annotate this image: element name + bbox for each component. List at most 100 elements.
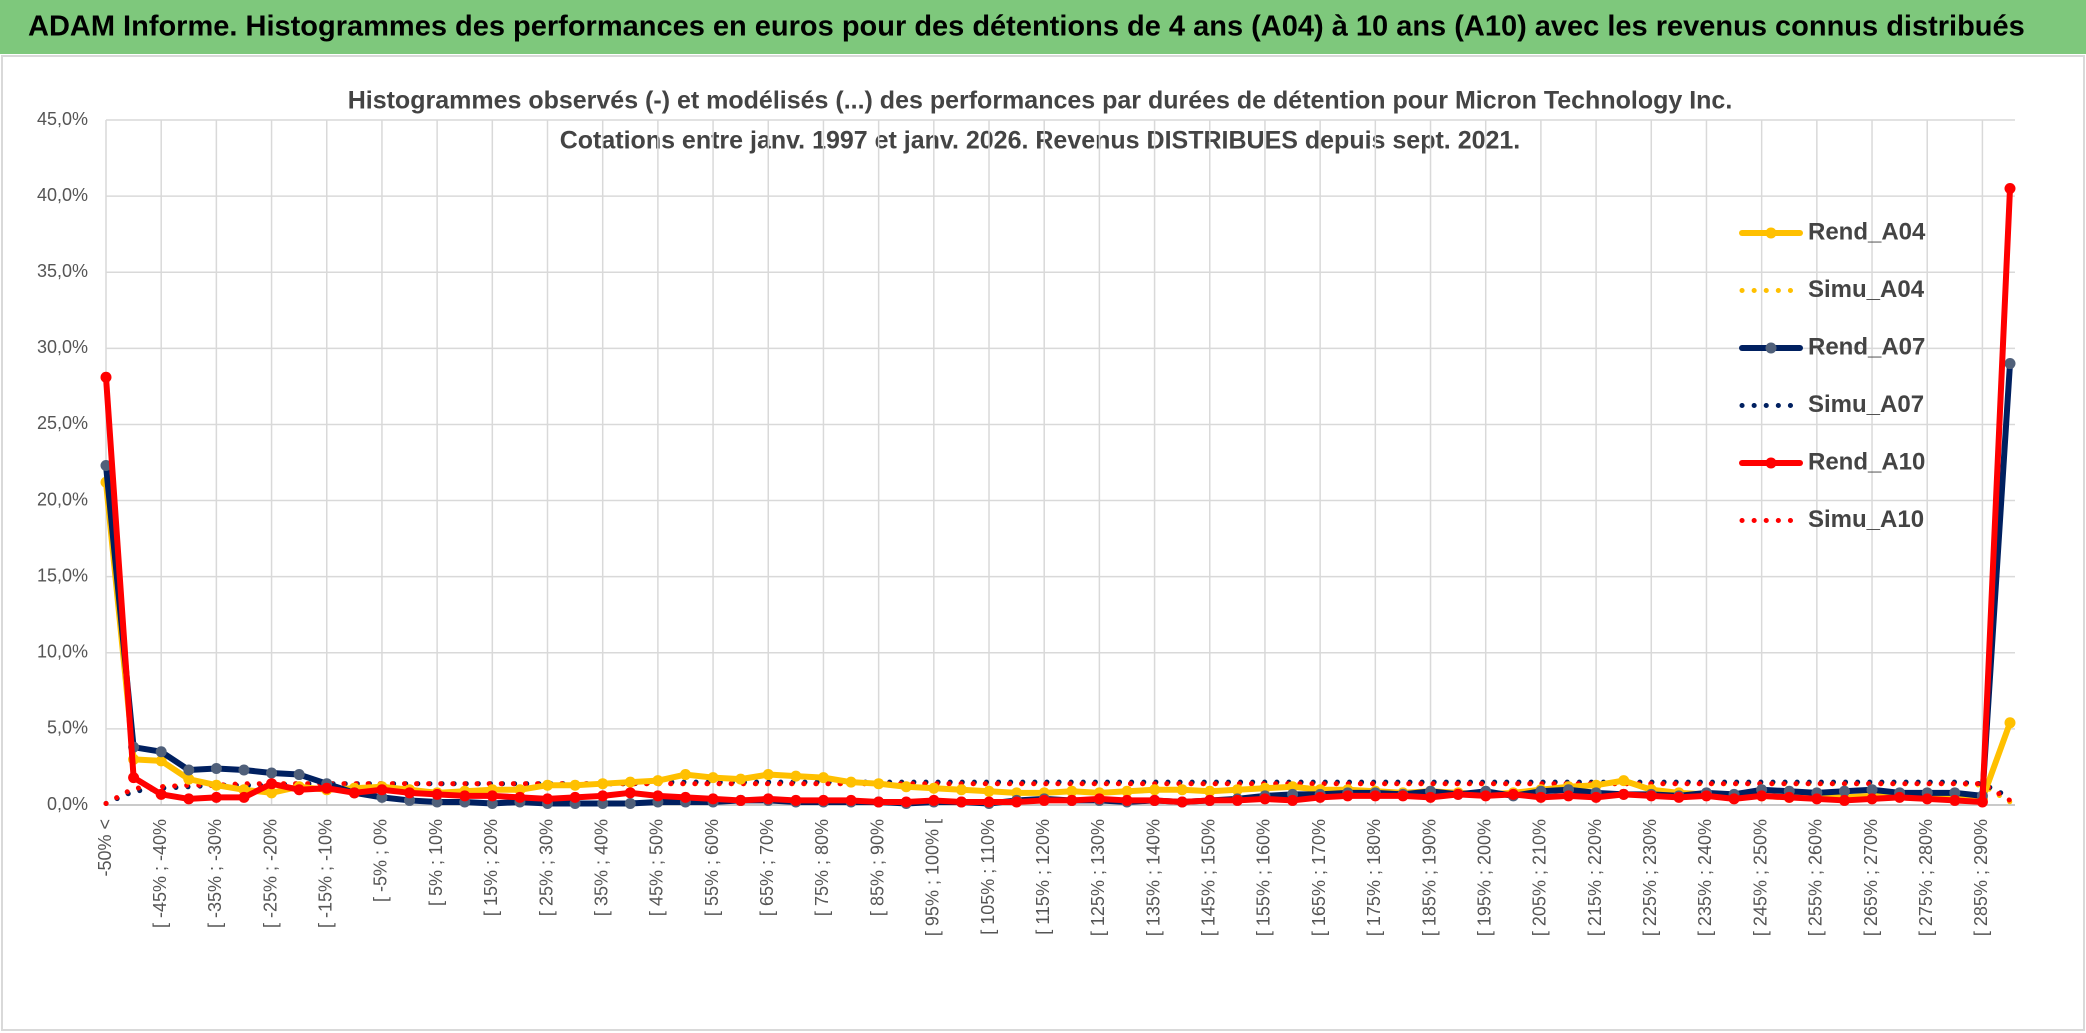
x-tick-label: [ 245% ; 250% xyxy=(1750,819,1770,936)
y-tick-label: 25,0% xyxy=(37,413,88,433)
marker xyxy=(900,781,912,793)
marker xyxy=(1618,775,1630,787)
y-tick-label: 35,0% xyxy=(37,261,88,281)
marker xyxy=(955,796,967,808)
marker xyxy=(542,779,554,791)
marker xyxy=(983,785,995,797)
x-tick-label: [ 55% ; 60% xyxy=(702,819,722,916)
marker xyxy=(955,784,967,796)
marker xyxy=(1590,791,1602,803)
x-tick-label: [ 215% ; 220% xyxy=(1585,819,1605,936)
marker xyxy=(845,776,857,788)
marker xyxy=(100,460,112,472)
marker xyxy=(2004,183,2016,194)
x-tick-label: [ -45% ; -40% xyxy=(150,819,170,928)
marker xyxy=(652,775,664,787)
marker xyxy=(1231,794,1243,806)
x-tick-label: [ 5% ; 10% xyxy=(426,819,446,906)
y-tick-label: 20,0% xyxy=(37,489,88,509)
marker xyxy=(155,755,167,767)
legend-marker xyxy=(1765,227,1777,239)
marker xyxy=(1176,796,1188,808)
x-tick-label: [ 65% ; 70% xyxy=(757,819,777,916)
marker xyxy=(1866,784,1878,796)
marker xyxy=(1231,784,1243,796)
marker xyxy=(1921,793,1933,805)
x-tick-label: -50% < xyxy=(95,819,115,877)
legend-label: Simu_A04 xyxy=(1808,276,1925,303)
x-tick-label: [ 285% ; 290% xyxy=(1971,819,1991,936)
marker xyxy=(431,796,443,808)
marker xyxy=(293,784,305,796)
marker xyxy=(1121,794,1133,806)
marker xyxy=(597,790,609,802)
x-tick-label: [ 25% ; 30% xyxy=(536,819,556,916)
marker xyxy=(679,769,691,781)
y-tick-label: 10,0% xyxy=(37,642,88,662)
marker xyxy=(486,790,498,802)
marker xyxy=(266,767,278,779)
y-tick-label: 30,0% xyxy=(37,337,88,357)
marker xyxy=(1287,794,1299,806)
x-tick-label: [ 235% ; 240% xyxy=(1695,819,1715,936)
marker xyxy=(790,770,802,782)
marker xyxy=(928,782,940,794)
marker xyxy=(817,772,829,784)
legend-marker xyxy=(1765,342,1777,354)
x-tick-label: [ -15% ; -10% xyxy=(316,819,336,928)
marker xyxy=(735,794,747,806)
marker xyxy=(1838,794,1850,806)
marker xyxy=(486,797,498,809)
y-tick-label: 15,0% xyxy=(37,565,88,585)
marker xyxy=(155,746,167,758)
marker xyxy=(2004,717,2016,729)
marker xyxy=(100,371,112,383)
marker xyxy=(266,778,278,790)
marker xyxy=(431,788,443,800)
marker xyxy=(293,769,305,781)
marker xyxy=(679,791,691,803)
x-tick-label: [ -35% ; -30% xyxy=(205,819,225,928)
y-tick-label: 40,0% xyxy=(37,185,88,205)
marker xyxy=(1425,791,1437,803)
marker xyxy=(1204,794,1216,806)
marker xyxy=(1894,791,1906,803)
x-tick-label: [ 265% ; 270% xyxy=(1861,819,1881,936)
y-tick-label: 5,0% xyxy=(47,718,88,738)
marker xyxy=(2004,358,2016,370)
marker xyxy=(1673,791,1685,803)
marker xyxy=(459,790,471,802)
marker xyxy=(321,782,333,794)
marker xyxy=(210,762,222,774)
marker xyxy=(238,764,250,776)
marker xyxy=(1397,790,1409,802)
marker xyxy=(266,787,278,799)
marker xyxy=(1038,794,1050,806)
marker xyxy=(155,788,167,800)
dotted-line xyxy=(103,781,2013,806)
marker xyxy=(1838,785,1850,797)
marker xyxy=(762,793,774,805)
marker xyxy=(1121,785,1133,797)
marker xyxy=(707,772,719,784)
x-tick-label: [ 45% ; 50% xyxy=(647,819,667,916)
marker xyxy=(1342,790,1354,802)
marker xyxy=(1811,793,1823,805)
marker xyxy=(817,794,829,806)
legend-marker xyxy=(1765,457,1777,469)
marker xyxy=(983,796,995,808)
marker xyxy=(597,778,609,790)
marker xyxy=(1369,790,1381,802)
line xyxy=(103,185,2013,805)
x-tick-label: [ 165% ; 170% xyxy=(1309,819,1329,936)
marker xyxy=(1949,787,1961,799)
marker xyxy=(1866,793,1878,805)
x-tick-label: [ 175% ; 180% xyxy=(1364,819,1384,936)
marker xyxy=(735,773,747,785)
x-tick-label: [ 125% ; 130% xyxy=(1088,819,1108,936)
marker xyxy=(845,794,857,806)
marker xyxy=(1011,787,1023,799)
marker xyxy=(928,794,940,806)
